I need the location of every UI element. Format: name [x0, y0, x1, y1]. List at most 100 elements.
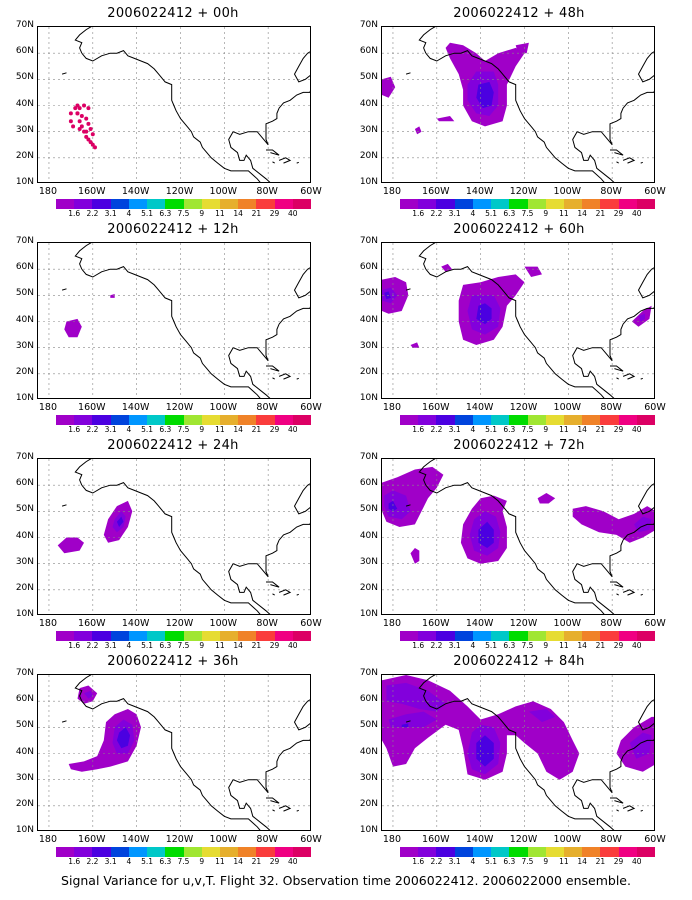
longitude-label: 180 [382, 834, 402, 845]
latitude-label: 20N [15, 798, 34, 809]
colorbar-label: 4 [470, 857, 476, 866]
longitude-label: 160W [422, 402, 450, 413]
observation-point [84, 134, 89, 139]
colorbar-label: 40 [632, 209, 642, 218]
coastline [425, 266, 654, 398]
coastline [637, 267, 654, 299]
colorbar-swatch [491, 847, 510, 857]
variance-contour [382, 76, 396, 98]
longitude-label: 60W [300, 186, 322, 197]
variance-contour [524, 266, 542, 277]
colorbar-swatch [509, 199, 528, 209]
longitude-label: 80W [600, 834, 622, 845]
colorbar-label: 21 [251, 425, 262, 434]
coastline [81, 50, 310, 182]
variance-contour [410, 342, 420, 348]
colorbar-label: 1.6 [68, 857, 81, 866]
coastline [405, 720, 411, 723]
colorbar-label: 9 [199, 425, 205, 434]
colorbar-label: 11 [215, 857, 225, 866]
colorbar-label: 4 [126, 209, 132, 218]
colorbar-swatch [147, 847, 166, 857]
latitude-label: 50N [359, 504, 378, 515]
colorbar-swatch [400, 631, 419, 641]
colorbar-swatch [618, 631, 637, 641]
latitude-label: 60N [359, 478, 378, 489]
colorbar-swatch [201, 415, 220, 425]
longitude-label: 60W [644, 618, 666, 629]
longitude-label: 120W [509, 186, 538, 197]
island-outline [296, 593, 299, 596]
island-outline [272, 161, 275, 164]
variance-contour [410, 548, 420, 564]
colorbar-swatch [545, 847, 564, 857]
panel-title: 2006022412 + 60h [453, 222, 585, 237]
colorbar-swatch [165, 199, 184, 209]
island-outline [616, 593, 619, 596]
island-outline [610, 797, 624, 804]
colorbar-swatch [110, 631, 129, 641]
latitude-label: 10N [15, 825, 34, 835]
colorbar-label: 9 [543, 425, 549, 434]
observation-point [77, 127, 82, 132]
colorbar-label: 6.3 [503, 425, 516, 434]
longitude-label: 180 [38, 186, 58, 197]
coastline [61, 504, 67, 507]
observation-point [75, 111, 80, 116]
observation-point [88, 140, 93, 145]
colorbar-swatch [74, 415, 93, 425]
longitude-label: 100W [209, 834, 238, 845]
latitude-label: 60N [15, 478, 34, 489]
colorbar-swatch [128, 847, 148, 857]
colorbar-label: 21 [595, 209, 606, 218]
colorbar-swatch [636, 199, 656, 209]
colorbar-label: 9 [199, 209, 205, 218]
latitude-label: 50N [359, 720, 378, 731]
latitude-label: 70N [359, 20, 378, 30]
latitude-label: 50N [15, 504, 34, 515]
colorbar-label: 40 [288, 641, 298, 650]
map-frame [381, 26, 655, 183]
map-frame [381, 674, 655, 831]
longitude-label: 140W [121, 402, 150, 413]
longitude-label: 160W [422, 834, 450, 845]
coastline [61, 720, 67, 723]
latitude-label: 50N [359, 72, 378, 83]
colorbar-label: 3.1 [104, 209, 117, 218]
latitude-label: 10N [359, 609, 378, 619]
longitude-label: 60W [644, 834, 666, 845]
colorbar-swatch [527, 415, 546, 425]
colorbar-swatch [292, 415, 312, 425]
coastline [418, 459, 436, 486]
colorbar-label: 1.6 [412, 425, 425, 434]
colorbar-swatch [400, 415, 419, 425]
observation-point [86, 106, 91, 111]
colorbar-swatch [274, 631, 293, 641]
colorbar-swatch [400, 847, 419, 857]
colorbar-swatch [418, 847, 437, 857]
colorbar-swatch [600, 199, 619, 209]
longitude-label: 120W [165, 834, 194, 845]
longitude-label: 120W [165, 186, 194, 197]
variance-contour [476, 303, 492, 325]
observation-point [73, 106, 78, 111]
colorbar-swatch [110, 199, 129, 209]
observation-point [68, 111, 73, 116]
longitude-label: 100W [553, 834, 582, 845]
map-frame [37, 26, 311, 183]
colorbar-swatch [454, 415, 473, 425]
observation-point [79, 124, 84, 129]
colorbar-label: 3.1 [448, 641, 461, 650]
panel-title: 2006022412 + 84h [453, 654, 585, 669]
longitude-label: 120W [509, 402, 538, 413]
latitude-label: 60N [15, 694, 34, 705]
observation-point [88, 127, 93, 132]
variance-contour [116, 727, 131, 749]
colorbar-swatch [454, 199, 473, 209]
island-outline [622, 373, 636, 380]
observation-point [86, 137, 91, 142]
island-outline [622, 589, 636, 596]
colorbar-swatch [636, 847, 656, 857]
colorbar-swatch [201, 631, 220, 641]
colorbar-swatch [165, 415, 184, 425]
